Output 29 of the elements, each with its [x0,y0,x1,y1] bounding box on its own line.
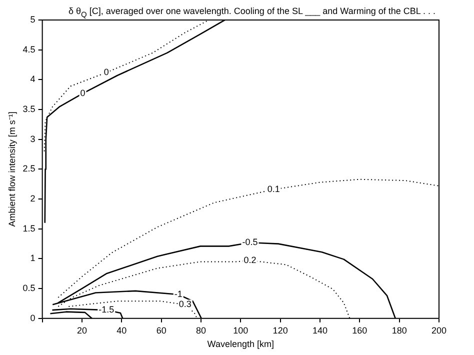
y-tick-label: 0 [30,312,36,323]
x-tick-label: 160 [352,325,368,336]
x-tick-label: 200 [431,325,447,336]
x-tick-label: 60 [156,325,166,336]
y-tick-label: 2.5 [22,164,36,174]
y-axis-title: Ambient flow intensity [m s⁻¹] [6,112,17,227]
series-label: 0.1 [267,184,280,194]
y-tick-label: 0.5 [22,283,36,294]
series-label: 0 [104,67,109,78]
y-tick-label: 1 [30,253,36,264]
x-tick-label: 140 [312,325,328,336]
series-label: 0.2 [244,254,256,265]
x-tick-label: 180 [392,325,407,336]
x-tick-label: 120 [272,325,288,336]
x-tick-label: 20 [76,325,87,336]
y-tick-label: 5 [30,14,36,24]
y-tick-label: 4 [30,74,36,84]
chart-title: δ θ$_{Q}$ [C], averaged over one wavelength. Cooling of the SL ___ and Warming of the CBL . . . [67,6,437,19]
y-tick-label: 1.5 [22,223,36,234]
x-tick-label: 100 [233,325,248,336]
y-tick-label: 3 [30,134,36,144]
y-tick-label: 4.5 [22,44,36,54]
x-tick-label: 80 [196,325,206,336]
series-label: 0 [80,88,86,98]
x-tick-label: 40 [116,325,127,336]
y-tick-label: 3.5 [22,104,36,114]
x-axis-title: Wavelength [km] [207,339,274,350]
series-label: -1 [174,289,182,300]
y-tick-label: 2 [30,194,36,204]
